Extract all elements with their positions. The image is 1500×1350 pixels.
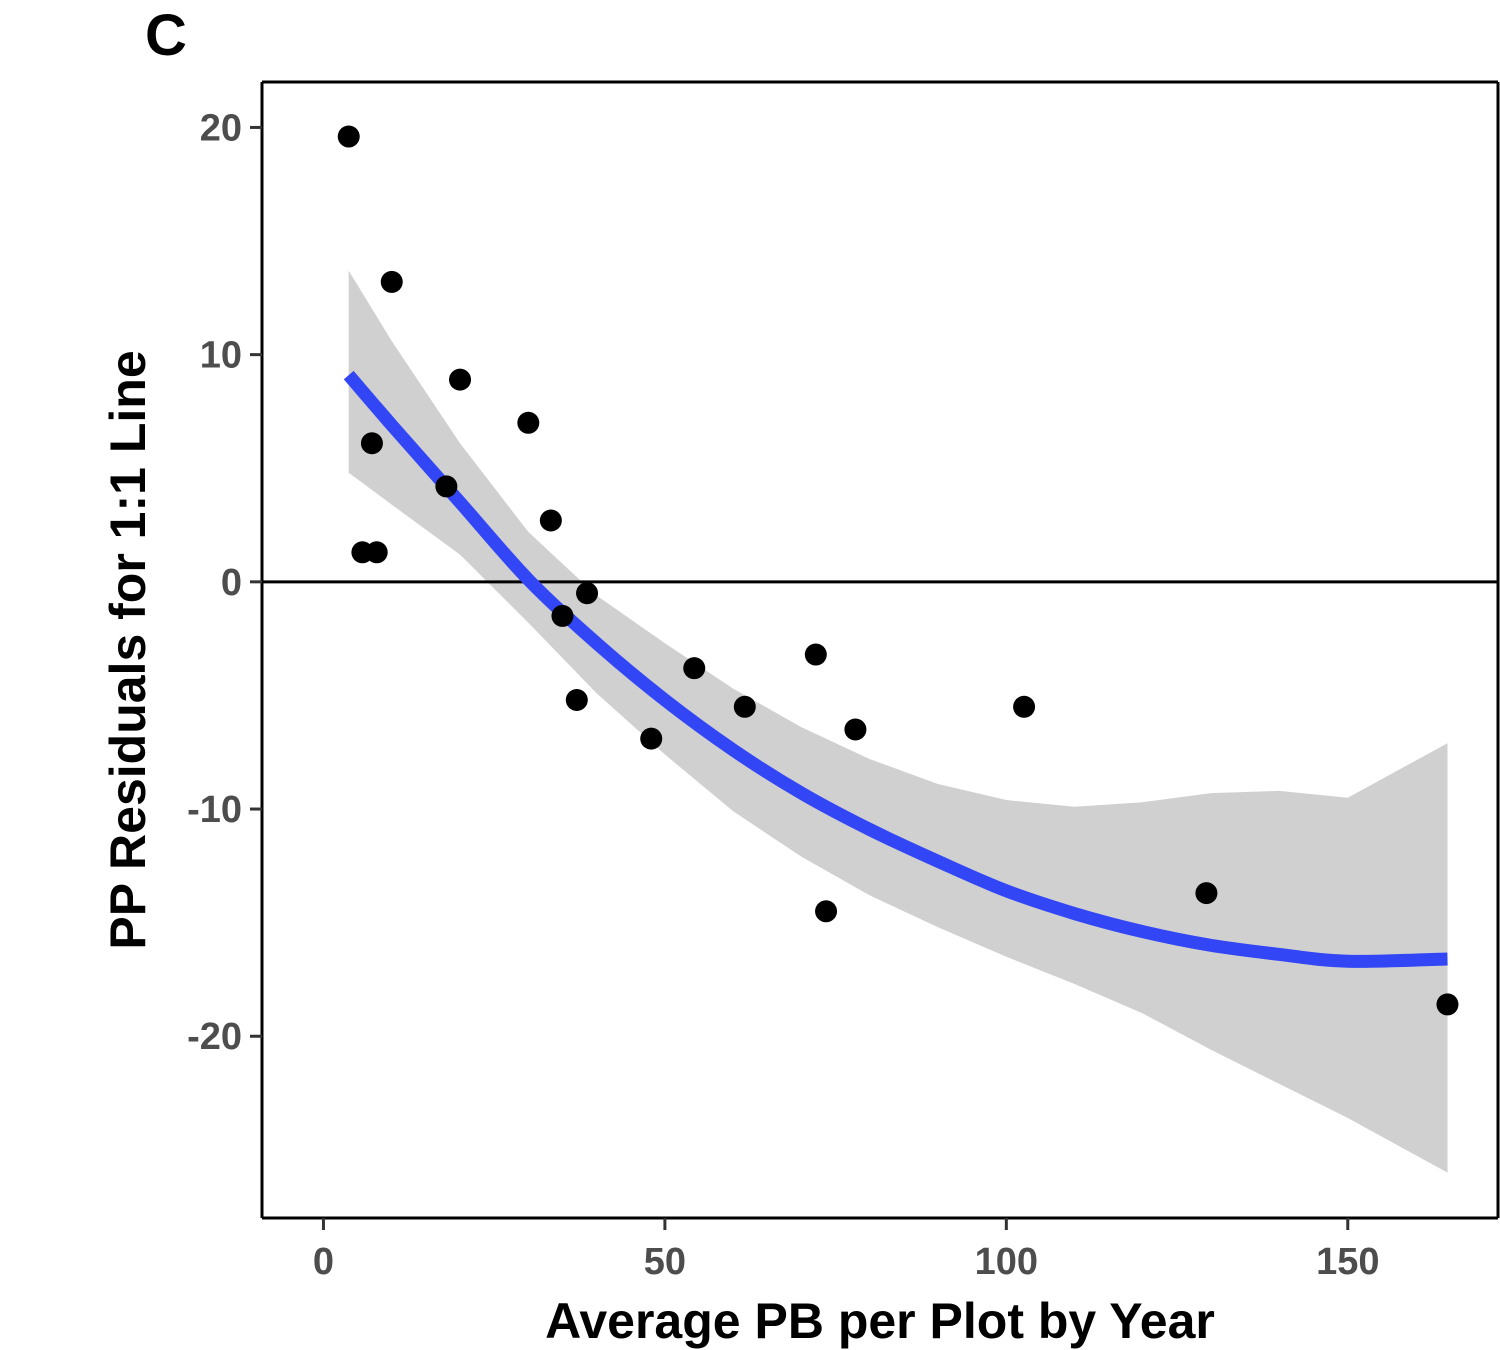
- y-tick-label: 10: [200, 335, 242, 377]
- x-tick-label: 50: [644, 1241, 686, 1283]
- data-point: [449, 368, 472, 391]
- x-tick-label: 150: [1316, 1241, 1379, 1283]
- data-point: [815, 900, 838, 923]
- y-axis-ticks: -20 -10 0 10 20: [187, 107, 262, 1058]
- y-tick-label: 20: [200, 107, 242, 149]
- data-point: [683, 657, 706, 680]
- x-axis-ticks: 0 50 100 150: [313, 1218, 1379, 1283]
- x-axis-title: Average PB per Plot by Year: [545, 1293, 1215, 1349]
- data-point: [1195, 882, 1218, 905]
- data-point: [1013, 695, 1036, 718]
- fit-curve: [343, 370, 1448, 968]
- data-point: [733, 695, 756, 718]
- data-point: [539, 509, 562, 532]
- panel-label: C: [145, 3, 187, 68]
- data-point: [337, 125, 360, 148]
- x-tick-label: 100: [975, 1241, 1038, 1283]
- data-point: [380, 270, 403, 293]
- confidence-band: [348, 270, 1448, 1173]
- data-point: [435, 475, 458, 498]
- data-point: [365, 541, 388, 564]
- y-tick-label: -10: [187, 789, 242, 831]
- data-point: [804, 643, 827, 666]
- y-axis-title: PP Residuals for 1:1 Line: [100, 350, 156, 949]
- data-point: [844, 718, 867, 741]
- data-point: [640, 727, 663, 750]
- data-point: [576, 582, 599, 605]
- data-point: [551, 604, 574, 627]
- data-point: [517, 411, 540, 434]
- data-point: [1436, 993, 1459, 1016]
- data-point: [360, 432, 383, 455]
- data-points: [337, 125, 1459, 1016]
- y-tick-label: -20: [187, 1016, 242, 1058]
- data-point: [565, 688, 588, 711]
- y-tick-label: 0: [221, 562, 242, 604]
- x-tick-label: 0: [313, 1241, 334, 1283]
